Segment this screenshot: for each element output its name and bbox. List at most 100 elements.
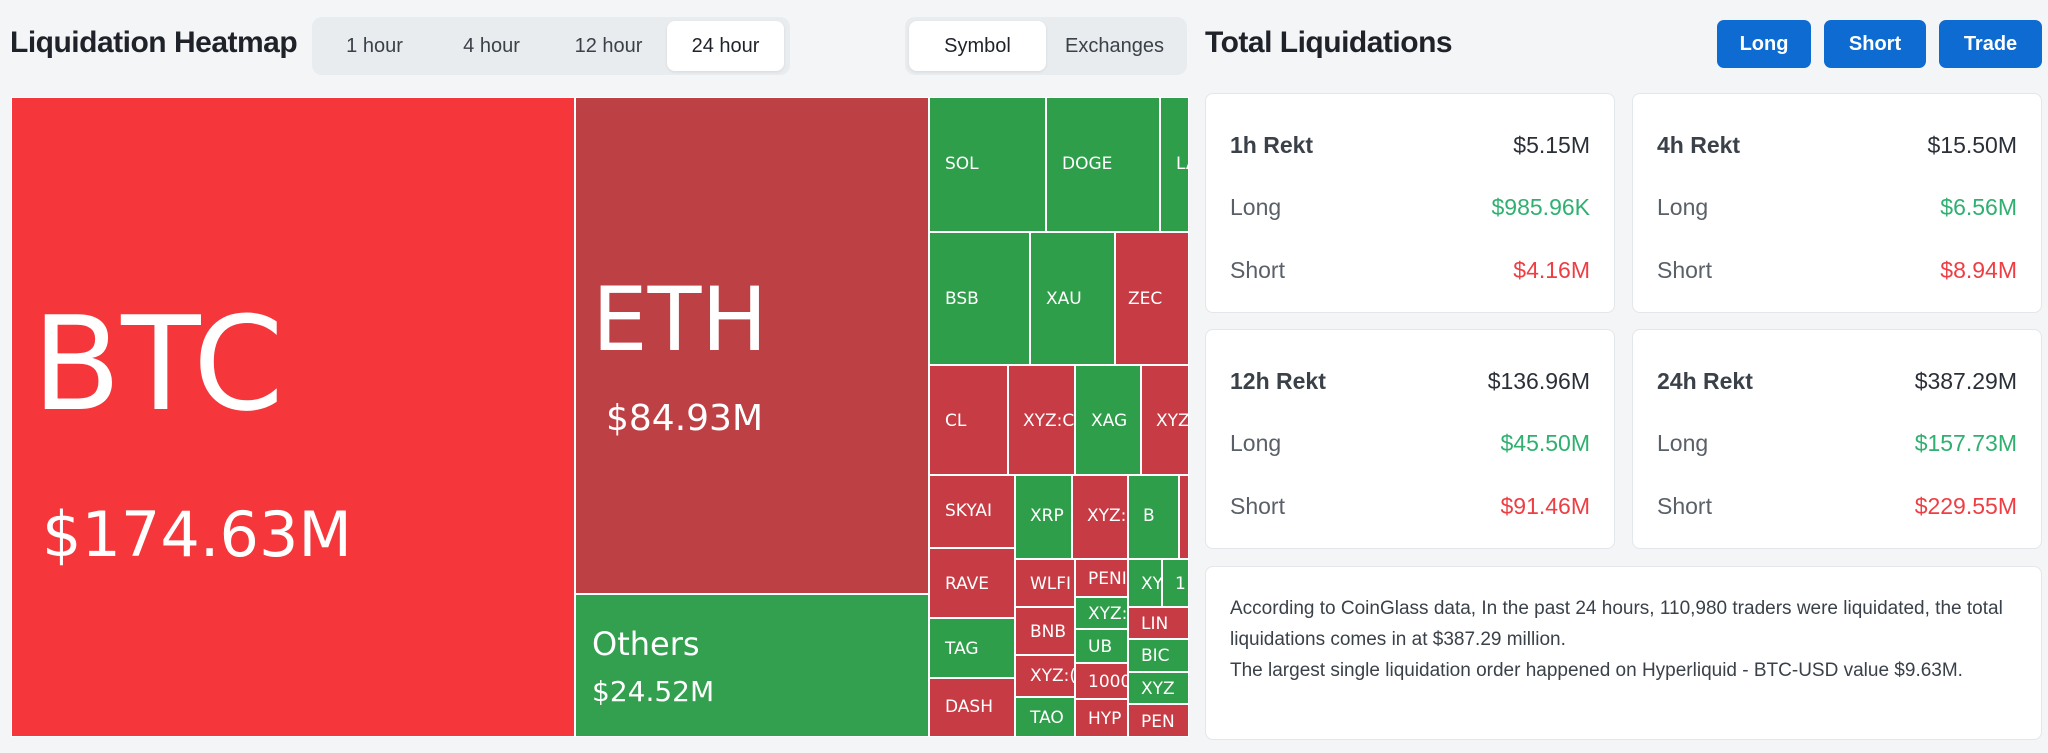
treemap-tile-sliver[interactable]: [1179, 475, 1189, 559]
tab-4-hour[interactable]: 4 hour: [463, 34, 520, 57]
treemap-tile-cl[interactable]: CL: [929, 365, 1008, 475]
tile-symbol: BTC: [32, 288, 284, 440]
tile-symbol: LA: [1176, 154, 1188, 174]
treemap-tile-xyz-b[interactable]: XYZ:: [1072, 475, 1128, 559]
card-header-row: 12h Rekt $136.96M: [1230, 366, 1590, 396]
tile-symbol: XYZ:: [1087, 506, 1127, 526]
tab-exchanges[interactable]: Exchanges: [1065, 34, 1164, 57]
treemap-tile-xyz-e[interactable]: XYZ:(: [1015, 655, 1075, 697]
tab-24-hour[interactable]: 24 hour: [667, 21, 784, 71]
tile-symbol: XAG: [1091, 411, 1128, 431]
treemap-tile-xy[interactable]: XY: [1128, 559, 1162, 607]
long-button[interactable]: Long: [1717, 20, 1811, 68]
treemap-tile-eth[interactable]: ETH $84.93M: [575, 97, 929, 594]
tile-symbol: LIN: [1141, 614, 1169, 634]
tile-symbol: XY: [1141, 574, 1162, 594]
long-label: Long: [1230, 429, 1282, 456]
treemap-tile-hyp[interactable]: HYP: [1075, 699, 1128, 737]
treemap-tile-btc[interactable]: BTC $174.63M: [11, 97, 575, 737]
treemap-tile-xyz-f[interactable]: XYZ: [1128, 672, 1189, 704]
card-short-row: Short $229.55M: [1657, 491, 2017, 521]
treemap-tile-1[interactable]: 1: [1162, 559, 1189, 607]
tile-symbol: XYZ: [1156, 411, 1189, 431]
trade-button[interactable]: Trade: [1939, 20, 2042, 68]
treemap-tile-xau[interactable]: XAU: [1030, 232, 1115, 365]
tab-12-hour[interactable]: 12 hour: [574, 34, 643, 57]
treemap-tile-xyz-a[interactable]: XYZ: [1141, 365, 1189, 475]
tile-amount: $174.63M: [42, 498, 352, 571]
rekt-card-24h: 24h Rekt $387.29M Long $157.73M Short $2…: [1632, 329, 2042, 549]
tile-symbol: Others: [592, 625, 700, 663]
long-value: $157.73M: [1914, 429, 2017, 456]
tile-symbol: BIC: [1141, 646, 1170, 666]
treemap-tile-xag[interactable]: XAG: [1075, 365, 1141, 475]
treemap-tile-wlfi[interactable]: WLFI: [1015, 559, 1075, 607]
tile-symbol: 1000: [1088, 672, 1128, 692]
short-value: $229.55M: [1914, 492, 2017, 519]
treemap-tile-skyai[interactable]: SKYAI: [929, 475, 1015, 548]
short-button[interactable]: Short: [1824, 20, 1926, 68]
long-value: $45.50M: [1500, 429, 1590, 456]
tile-symbol: ZEC: [1128, 289, 1163, 309]
treemap-tile-lin[interactable]: LIN: [1128, 607, 1189, 639]
tile-symbol: XYZ:: [1088, 604, 1128, 624]
treemap-tile-others[interactable]: Others $24.52M: [575, 594, 929, 737]
short-label: Short: [1230, 492, 1285, 519]
treemap-tile-doge[interactable]: DOGE: [1046, 97, 1160, 232]
treemap-tile-tag[interactable]: TAG: [929, 618, 1015, 678]
treemap-tile-rave[interactable]: RAVE: [929, 548, 1015, 618]
tile-symbol: SOL: [945, 154, 979, 174]
treemap-tile-dash[interactable]: DASH: [929, 678, 1015, 737]
treemap-tile-la[interactable]: LA: [1160, 97, 1189, 232]
treemap-tile-1000[interactable]: 1000: [1075, 663, 1128, 699]
treemap-tile-xyz-c[interactable]: XYZ:C: [1008, 365, 1075, 475]
treemap-tile-xyz-d[interactable]: XYZ:: [1075, 597, 1128, 629]
tile-symbol: TAG: [945, 639, 979, 659]
total-liquidations-title: Total Liquidations: [1205, 26, 1453, 59]
tile-symbol: HYP: [1088, 709, 1122, 729]
tile-symbol: 1: [1175, 574, 1186, 594]
treemap-tile-bnb[interactable]: BNB: [1015, 607, 1075, 655]
tile-symbol: ETH: [592, 268, 768, 371]
tile-symbol: DOGE: [1062, 154, 1113, 174]
card-short-row: Short $8.94M: [1657, 255, 2017, 285]
tab-symbol[interactable]: Symbol: [909, 21, 1046, 71]
card-label: 24h Rekt: [1657, 367, 1753, 394]
treemap-tile-zec[interactable]: ZEC: [1115, 232, 1189, 365]
card-header-row: 1h Rekt $5.15M: [1230, 130, 1590, 160]
liquidation-summary: According to CoinGlass data, In the past…: [1205, 566, 2042, 740]
treemap-tile-tao[interactable]: TAO: [1015, 697, 1075, 737]
tile-amount: $84.93M: [606, 398, 764, 439]
tile-symbol: PENI: [1088, 569, 1127, 589]
card-total: $136.96M: [1487, 367, 1590, 394]
treemap-tile-bsb[interactable]: BSB: [929, 232, 1030, 365]
short-label: Short: [1230, 256, 1285, 283]
liquidation-treemap: BTC $174.63M ETH $84.93M Others $24.52M …: [11, 97, 1189, 737]
long-value: $6.56M: [1940, 193, 2017, 220]
tile-symbol: DASH: [945, 697, 993, 717]
tile-symbol: SKYAI: [945, 501, 993, 521]
treemap-tile-sol[interactable]: SOL: [929, 97, 1046, 232]
short-label: Short: [1657, 492, 1712, 519]
time-range-selector: 1 hour 4 hour 12 hour 24 hour: [312, 17, 790, 75]
treemap-tile-b[interactable]: B: [1128, 475, 1179, 559]
treemap-tile-peni[interactable]: PENI: [1075, 559, 1128, 597]
card-total: $15.50M: [1927, 131, 2017, 158]
short-value: $91.46M: [1500, 492, 1590, 519]
treemap-tile-bic[interactable]: BIC: [1128, 639, 1189, 672]
card-long-row: Long $6.56M: [1657, 192, 2017, 222]
heatmap-title: Liquidation Heatmap: [10, 26, 298, 59]
tile-symbol: XAU: [1046, 289, 1082, 309]
rekt-card-1h: 1h Rekt $5.15M Long $985.96K Short $4.16…: [1205, 93, 1615, 313]
treemap-tile-ub[interactable]: UB: [1075, 629, 1128, 663]
rekt-card-4h: 4h Rekt $15.50M Long $6.56M Short $8.94M: [1632, 93, 2042, 313]
treemap-tile-xrp[interactable]: XRP: [1015, 475, 1072, 559]
treemap-tile-pen[interactable]: PEN: [1128, 704, 1189, 737]
card-short-row: Short $91.46M: [1230, 491, 1590, 521]
card-long-row: Long $157.73M: [1657, 428, 2017, 458]
tile-symbol: TAO: [1030, 708, 1064, 728]
tab-1-hour[interactable]: 1 hour: [346, 34, 403, 57]
card-label: 4h Rekt: [1657, 131, 1741, 158]
card-long-row: Long $45.50M: [1230, 428, 1590, 458]
rekt-card-12h: 12h Rekt $136.96M Long $45.50M Short $91…: [1205, 329, 1615, 549]
